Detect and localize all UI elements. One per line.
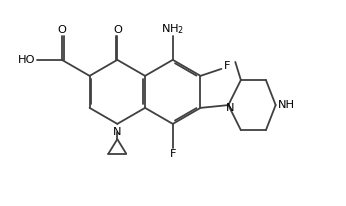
Text: N: N: [226, 103, 234, 113]
Text: NH: NH: [278, 100, 295, 110]
Text: F: F: [170, 149, 176, 159]
Text: O: O: [113, 25, 122, 35]
Text: NH$_2$: NH$_2$: [161, 22, 184, 36]
Text: F: F: [224, 61, 230, 71]
Text: N: N: [113, 127, 121, 137]
Text: HO: HO: [18, 55, 35, 65]
Text: O: O: [57, 25, 66, 35]
